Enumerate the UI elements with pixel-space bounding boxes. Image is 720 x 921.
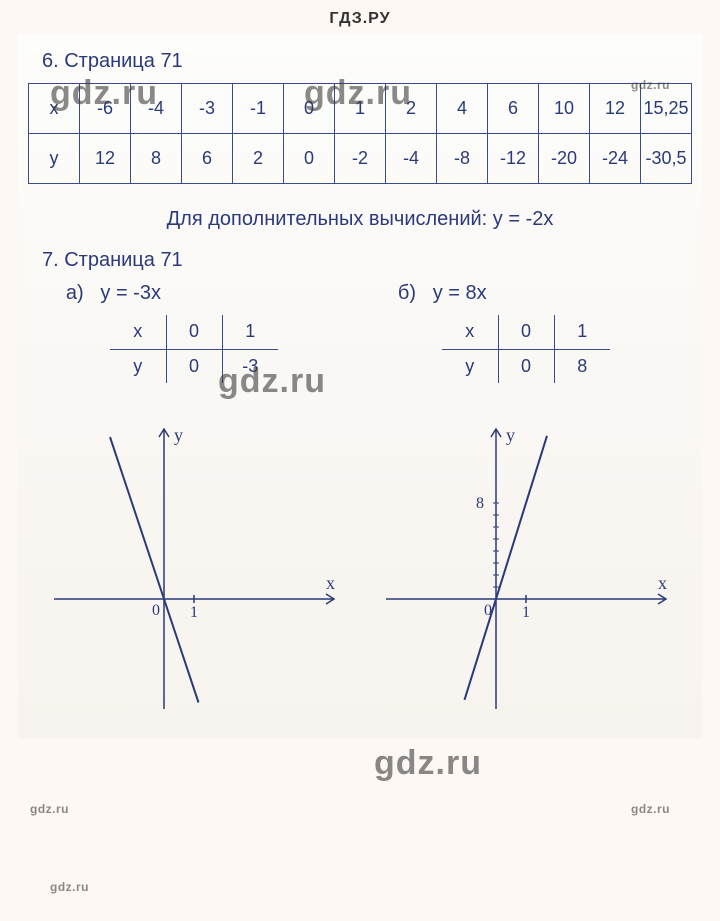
problem-6-title: 6. Страница 71 — [42, 50, 692, 73]
problem-7a-label: а) y = -3x — [48, 282, 340, 305]
problem-7a: а) y = -3x x01 y0-3 — [48, 282, 340, 389]
table-cell: y — [29, 134, 80, 184]
page: ГДЗ.РУ 6. Страница 71 x-6-4-3-1012461012… — [0, 0, 720, 921]
graph-a: 0 1 x y — [44, 419, 344, 719]
table-cell: -20 — [539, 134, 590, 184]
table-cell: 4 — [437, 84, 488, 134]
table-cell: 0 — [284, 84, 335, 134]
problem-6-note: Для дополнительных вычислений: y = -2x — [28, 208, 692, 231]
site-header: ГДЗ.РУ — [0, 10, 720, 34]
graph-b: 01xy8 — [376, 419, 676, 719]
svg-text:0: 0 — [152, 602, 160, 619]
table-row: x01 — [442, 315, 610, 349]
graphs-row: 0 1 x y 0 1 x y 8 — [28, 419, 692, 719]
table-cell: x — [29, 84, 80, 134]
table-cell: -6 — [80, 84, 131, 134]
table-cell: 0 — [498, 315, 554, 349]
table-cell: 10 — [539, 84, 590, 134]
table-cell: -30,5 — [641, 134, 692, 184]
problem-7b: б) y = 8x x01 y08 — [380, 282, 672, 389]
table-cell: 2 — [233, 134, 284, 184]
table-cell: 2 — [386, 84, 437, 134]
table-cell: 12 — [590, 84, 641, 134]
svg-text:x: x — [658, 573, 667, 593]
table-cell: 6 — [182, 134, 233, 184]
part-label: б) — [398, 282, 416, 304]
problem-6-table: x-6-4-3-101246101215,25 y128620-2-4-8-12… — [28, 83, 692, 184]
equation-text: y = 8x — [433, 282, 487, 304]
table-cell: -8 — [437, 134, 488, 184]
table-cell: -3 — [222, 349, 278, 383]
table-cell: -12 — [488, 134, 539, 184]
table-cell: -4 — [131, 84, 182, 134]
svg-text:1: 1 — [190, 604, 198, 621]
worksheet-paper: 6. Страница 71 x-6-4-3-101246101215,25 y… — [18, 34, 702, 739]
svg-text:x: x — [326, 573, 335, 593]
problem-7b-table: x01 y08 — [442, 315, 610, 383]
problem-7a-table: x01 y0-3 — [110, 315, 278, 383]
table-cell: 1 — [554, 315, 610, 349]
svg-text:y: y — [506, 425, 515, 445]
table-cell: 0 — [166, 315, 222, 349]
svg-text:8: 8 — [476, 495, 484, 512]
watermark: gdz.ru — [30, 802, 69, 816]
problem-7b-label: б) y = 8x — [380, 282, 672, 305]
table-cell: 0 — [166, 349, 222, 383]
table-row: y08 — [442, 349, 610, 383]
watermark: gdz.ru — [374, 744, 482, 783]
watermark: gdz.ru — [631, 802, 670, 816]
table-cell: x — [110, 315, 166, 349]
problem-7-title: 7. Страница 71 — [42, 249, 692, 272]
table-cell: 8 — [131, 134, 182, 184]
table-cell: 6 — [488, 84, 539, 134]
svg-text:y: y — [174, 425, 183, 445]
problem-7-equations: а) y = -3x x01 y0-3 б) y = 8x x01 y08 — [28, 282, 692, 389]
table-cell: 0 — [498, 349, 554, 383]
table-cell: y — [442, 349, 498, 383]
table-cell: -2 — [335, 134, 386, 184]
svg-text:1: 1 — [522, 604, 530, 621]
table-cell: -4 — [386, 134, 437, 184]
table-cell: 1 — [335, 84, 386, 134]
watermark: gdz.ru — [50, 880, 89, 894]
table-row: x-6-4-3-101246101215,25 — [29, 84, 692, 134]
table-cell: -24 — [590, 134, 641, 184]
table-row: y0-3 — [110, 349, 278, 383]
table-row: y128620-2-4-8-12-20-24-30,5 — [29, 134, 692, 184]
table-row: x01 — [110, 315, 278, 349]
table-cell: -3 — [182, 84, 233, 134]
equation-text: y = -3x — [100, 282, 161, 304]
table-cell: 8 — [554, 349, 610, 383]
table-cell: 1 — [222, 315, 278, 349]
table-cell: 12 — [80, 134, 131, 184]
table-cell: -1 — [233, 84, 284, 134]
table-cell: y — [110, 349, 166, 383]
table-cell: 0 — [284, 134, 335, 184]
table-cell: 15,25 — [641, 84, 692, 134]
table-cell: x — [442, 315, 498, 349]
part-label: а) — [66, 282, 84, 304]
